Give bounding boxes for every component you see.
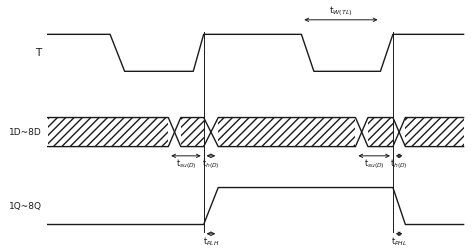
Text: t$_{{h(D)}}$: t$_{{h(D)}}$	[390, 157, 408, 171]
Text: t$_{{su(D)}}$: t$_{{su(D)}}$	[364, 157, 384, 171]
Text: t$_{{su(D)}}$: t$_{{su(D)}}$	[175, 157, 196, 171]
Text: t$_{{PHL}}$: t$_{{PHL}}$	[391, 235, 407, 247]
Text: t$_{{W(TL)}}$: t$_{{W(TL)}}$	[329, 5, 353, 18]
Text: 1D~8D: 1D~8D	[9, 128, 41, 137]
Text: t$_{{h(D)}}$: t$_{{h(D)}}$	[202, 157, 220, 171]
Text: T: T	[35, 48, 41, 58]
Text: 1Q~8Q: 1Q~8Q	[9, 202, 41, 210]
Text: t$_{{PLH}}$: t$_{{PLH}}$	[203, 235, 219, 247]
